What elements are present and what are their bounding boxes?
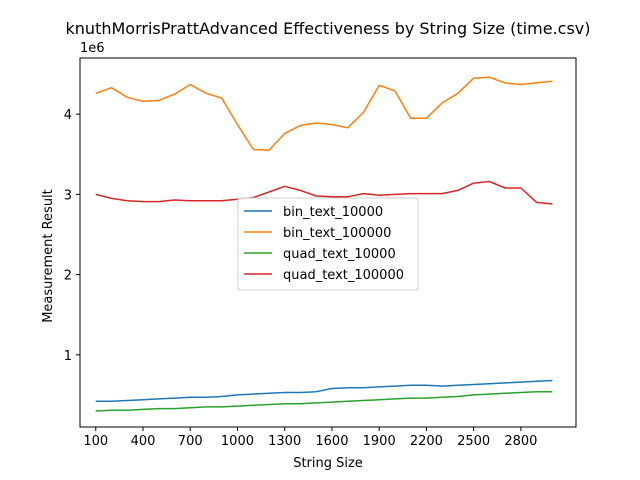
- x-tick-label: 2500: [457, 434, 490, 449]
- legend-label: quad_text_10000: [283, 247, 396, 262]
- x-tick-label: 1000: [221, 434, 254, 449]
- y-axis: 1 2 3 4: [64, 108, 80, 364]
- plot-area: 100 400 700 1000 1300 1600 1900 2200 2500 2800 1 2…: [64, 57, 577, 449]
- chart-title: knuthMorrisPrattAdvanced Effectiveness b…: [66, 19, 591, 38]
- y-tick-label: 4: [64, 108, 72, 123]
- y-tick-label: 3: [64, 188, 72, 203]
- x-tick-label: 700: [178, 434, 203, 449]
- x-tick-label: 1900: [363, 434, 396, 449]
- series-lines: [95, 76, 553, 412]
- x-axis: 100 400 700 1000 1300 1600 1900 2200 2500 2800: [83, 427, 537, 449]
- x-tick-label: 400: [131, 434, 156, 449]
- x-tick-label: 2800: [504, 434, 537, 449]
- legend-box: [237, 197, 419, 291]
- y-offset-text: 1e6: [80, 41, 105, 56]
- legend-label: bin_text_10000: [283, 205, 383, 220]
- x-tick-label: 2200: [410, 434, 443, 449]
- y-tick-label: 2: [64, 269, 72, 284]
- y-axis-title: Measurement Result: [41, 189, 56, 323]
- legend: bin_text_10000 bin_text_100000 quad_text_1…: [237, 197, 419, 291]
- legend-label: bin_text_100000: [283, 226, 391, 241]
- series-line-quad-text-100000: [95, 180, 553, 205]
- x-axis-title: String Size: [293, 456, 363, 471]
- x-tick-label: 1600: [315, 434, 348, 449]
- series-line-bin-text-100000: [95, 76, 553, 152]
- series-line-bin-text-10000: [95, 379, 553, 403]
- y-tick-label: 1: [64, 349, 72, 364]
- series-line-quad-text-10000: [95, 390, 553, 412]
- legend-label: quad_text_100000: [283, 268, 404, 283]
- plot-frame: [79, 57, 577, 428]
- x-tick-label: 100: [83, 434, 108, 449]
- x-tick-label: 1300: [268, 434, 301, 449]
